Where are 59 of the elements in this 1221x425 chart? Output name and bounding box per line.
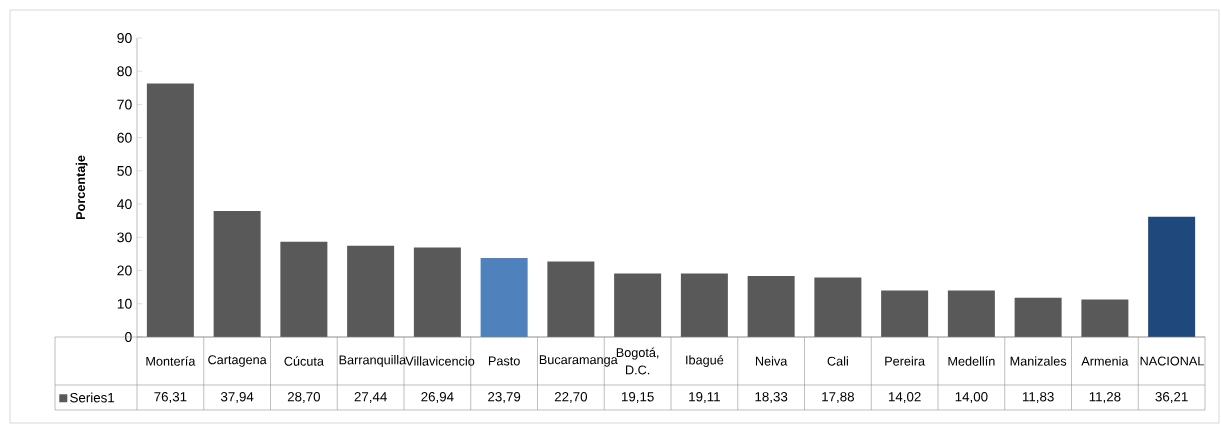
y-axis-title: Porcentaje <box>75 155 88 220</box>
bar <box>881 290 929 337</box>
bar <box>280 241 328 337</box>
bar <box>814 277 862 337</box>
y-tick-label: 60 <box>117 132 132 143</box>
y-tick-label: 40 <box>117 199 132 210</box>
data-label: 14,00 <box>955 392 988 404</box>
x-tick-label: Barranquilla <box>339 355 407 367</box>
y-tick-label: 20 <box>117 265 132 276</box>
bar <box>480 257 528 337</box>
data-label: 11,28 <box>1089 392 1121 404</box>
data-label: 11,83 <box>1022 392 1054 404</box>
data-label: 28,70 <box>287 392 321 404</box>
x-tick-label: Armenia <box>1081 356 1129 366</box>
x-tick-label: NACIONAL <box>1140 356 1204 366</box>
x-tick-label: Cali <box>827 356 848 366</box>
bar <box>1148 216 1196 337</box>
x-tick-label: Medellín <box>948 356 995 366</box>
data-label: 17,88 <box>822 392 854 404</box>
bar <box>213 210 261 337</box>
bar <box>1014 297 1062 337</box>
data-label: 18,33 <box>755 392 788 404</box>
bar <box>1081 299 1129 337</box>
data-label: 19,15 <box>621 392 654 404</box>
data-label: 37,94 <box>220 392 254 404</box>
x-tick-label: Ibagué <box>686 355 724 367</box>
data-label: 27,44 <box>354 392 387 404</box>
x-tick-label: Pereira <box>885 356 926 366</box>
data-label: 23,79 <box>488 392 521 404</box>
x-tick-label: Cartagena <box>208 355 267 367</box>
bar <box>347 245 395 337</box>
y-tick-label: 90 <box>117 33 132 43</box>
x-tick-label: Cúcuta <box>284 356 324 366</box>
y-tick-label: 0 <box>125 332 132 342</box>
x-tick-label: Manizales <box>1010 356 1067 366</box>
x-tick-label: Pasto <box>488 356 520 366</box>
x-tick-label: Villavicencio <box>405 356 475 366</box>
x-tick-label: Montería <box>146 356 196 366</box>
x-tick-label: Neiva <box>755 356 788 366</box>
data-label: 19,11 <box>689 392 720 404</box>
data-label: 36,21 <box>1155 392 1188 404</box>
bar <box>747 276 795 337</box>
data-label: 76,31 <box>154 392 187 404</box>
x-tick-label: Bucaramanga <box>539 355 618 367</box>
y-tick-label: 10 <box>117 298 132 309</box>
y-tick-label: 80 <box>117 66 132 77</box>
bar <box>947 290 995 337</box>
bar <box>547 261 595 337</box>
data-label: 26,94 <box>421 392 454 404</box>
bar <box>614 273 662 337</box>
y-tick-label: 50 <box>117 165 132 176</box>
legend-label: Series1 <box>70 392 115 403</box>
bar <box>680 273 728 337</box>
y-tick-label: 30 <box>117 232 132 243</box>
data-label: 22,70 <box>554 392 588 404</box>
bar <box>146 83 194 337</box>
data-label: 14,02 <box>888 392 921 404</box>
y-tick-label: 70 <box>117 99 132 110</box>
bar <box>413 247 461 337</box>
